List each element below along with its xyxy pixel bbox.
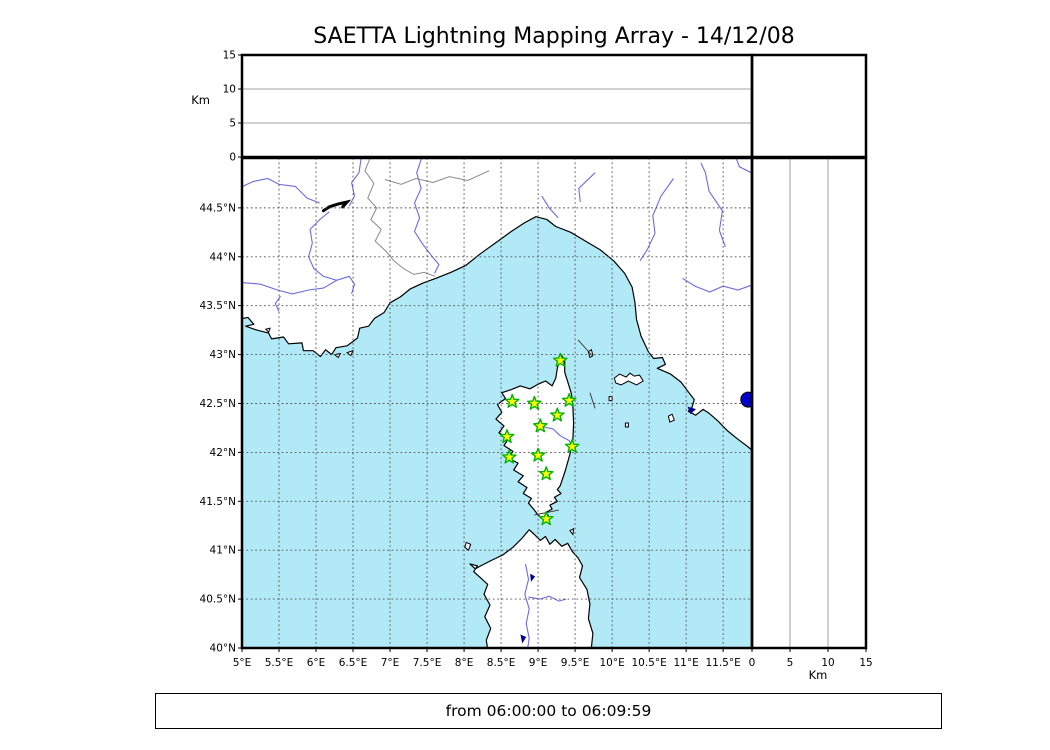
lon-tick-label: 10.5°E [631, 657, 666, 669]
river [413, 158, 440, 274]
lon-tick-label: 5°E [233, 657, 252, 669]
lat-tick-label: 40°N [210, 643, 236, 655]
map-panel [242, 158, 752, 648]
lat-tick-label: 41.5°N [200, 496, 236, 508]
lat-tick-label: 42.5°N [200, 398, 236, 410]
right-km-tick-label: 5 [787, 657, 794, 669]
lat-tick-label: 44°N [210, 251, 236, 263]
station-star [561, 392, 577, 407]
river [524, 563, 530, 648]
island [569, 527, 575, 536]
station-star [532, 418, 548, 433]
right-km-tick-label: 10 [821, 657, 834, 669]
station-star [538, 511, 554, 526]
river [700, 162, 726, 248]
lon-tick-label: 6°E [307, 657, 326, 669]
altitude-tick-label: 0 [229, 152, 236, 164]
island [264, 327, 271, 333]
lat-tick-label: 41°N [210, 545, 236, 557]
altitude-axis-label: Km [191, 93, 210, 107]
lon-tick-label: 9.5°E [561, 657, 590, 669]
lat-tick-label: 42°N [210, 447, 236, 459]
station-star [504, 393, 520, 408]
admin-border [364, 158, 436, 277]
right-panel-border [750, 156, 868, 650]
lon-tick-label: 8.5°E [487, 657, 516, 669]
altitude-tick-label: 10 [223, 84, 236, 96]
lon-tick-label: 7°E [381, 657, 400, 669]
river [274, 295, 281, 312]
station-star [538, 466, 554, 481]
lon-tick-label: 11.5°E [705, 657, 740, 669]
route-line [589, 392, 596, 409]
page-title: SAETTA Lightning Mapping Array - 14/12/0… [313, 24, 795, 49]
coastline-mainland [242, 158, 752, 452]
altitude-tick-label: 5 [229, 118, 236, 130]
river [541, 195, 559, 219]
lon-tick-label: 9°E [529, 657, 548, 669]
river [528, 595, 567, 602]
station-star [527, 395, 542, 410]
island [346, 349, 354, 357]
lon-tick-label: 10°E [599, 657, 624, 669]
river [639, 178, 674, 261]
admin-border [384, 170, 490, 185]
island [464, 541, 472, 552]
event-dot [740, 391, 752, 408]
altitude-tick-label: 15 [223, 50, 236, 62]
station-star [499, 429, 515, 444]
lon-tick-label: 5.5°E [265, 657, 294, 669]
station-star [564, 438, 580, 453]
route-line [577, 339, 594, 357]
altitude-panel-border [240, 53, 754, 159]
station-star [501, 449, 517, 464]
corner-panel-border [750, 53, 868, 159]
coastal-lake [687, 406, 697, 415]
coastline-corsica [495, 354, 575, 521]
lat-tick-label: 40.5°N [200, 594, 236, 606]
lon-tick-label: 8°E [455, 657, 474, 669]
lon-tick-label: 11°E [673, 657, 698, 669]
island [667, 413, 675, 423]
coastal-lake [520, 634, 527, 644]
right-axis-label: Km [809, 668, 828, 682]
river [682, 277, 752, 293]
right-km-tick-label: 0 [749, 657, 756, 669]
right-km-tick-label: 15 [859, 657, 872, 669]
station-star [550, 407, 565, 422]
island [624, 422, 629, 428]
river [242, 177, 320, 204]
river [578, 172, 596, 203]
island [608, 396, 613, 402]
station-star [530, 447, 546, 462]
time-range-text: from 06:00:00 to 06:09:59 [445, 702, 652, 720]
lat-tick-label: 43.5°N [200, 300, 236, 312]
time-range-box: from 06:00:00 to 06:09:59 [155, 693, 942, 729]
lon-tick-label: 6.5°E [339, 657, 368, 669]
river [735, 158, 752, 175]
station-star [552, 352, 568, 367]
coastal-lake [530, 573, 536, 582]
river [242, 279, 337, 295]
river [308, 211, 356, 295]
lat-tick-label: 44.5°N [200, 202, 236, 214]
lon-tick-label: 7.5°E [413, 657, 442, 669]
lat-tick-label: 43°N [210, 349, 236, 361]
island [613, 372, 644, 386]
